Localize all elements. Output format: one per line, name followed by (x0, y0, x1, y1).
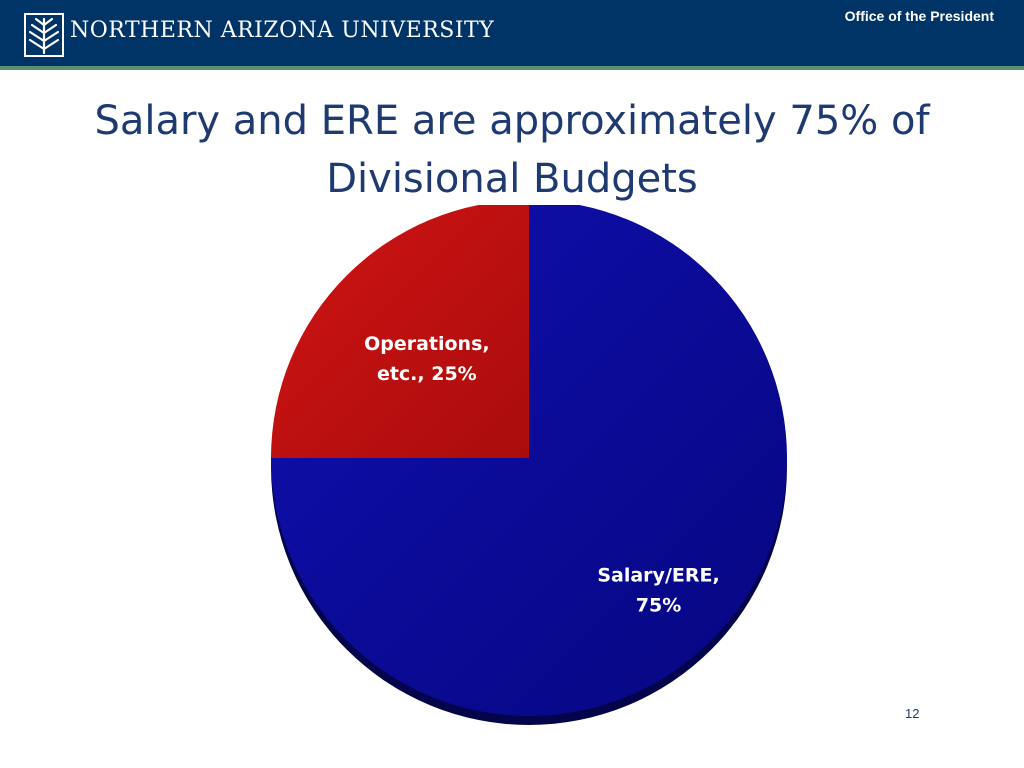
pie-slice-1 (271, 200, 529, 458)
nau-pine-logo-icon (24, 13, 64, 57)
office-label: Office of the President (844, 8, 994, 24)
slide-title-line1: Salary and ERE are approximately 75% of (94, 98, 930, 144)
slide-title: Salary and ERE are approximately 75% of … (40, 92, 984, 208)
slide-title-line2: Divisional Budgets (326, 156, 698, 202)
pie-chart-area: Salary/ERE, 75% Operations, etc., 25% (250, 200, 810, 745)
pie-slice-label-1: Operations, etc., 25% (364, 333, 490, 385)
pie-chart: Salary/ERE, 75% Operations, etc., 25% (271, 200, 787, 725)
pie-slice-label-0: Salary/ERE, 75% (597, 565, 719, 617)
header-bar: NORTHERN ARIZONA UNIVERSITY Office of th… (0, 0, 1024, 66)
header-divider (0, 66, 1024, 70)
page-number: 12 (905, 706, 920, 721)
university-name: NORTHERN ARIZONA UNIVERSITY (70, 18, 495, 43)
